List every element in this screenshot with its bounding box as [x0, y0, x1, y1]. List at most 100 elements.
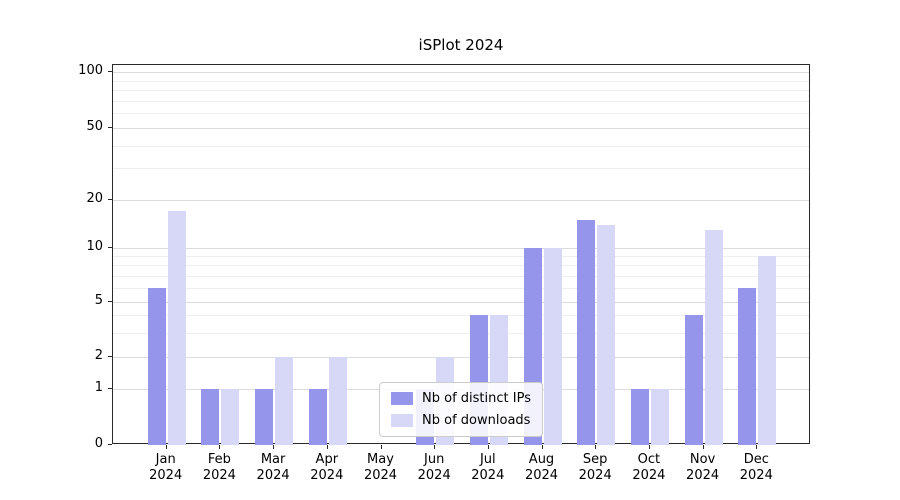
x-tick-mark-feb — [219, 445, 221, 449]
x-tick-month: Jan — [155, 452, 176, 467]
y-tick-mark-5 — [108, 301, 112, 302]
gridline-minor-90 — [113, 80, 809, 82]
x-tick-year: 2024 — [524, 468, 559, 483]
x-tick-mark-oct — [648, 445, 650, 449]
x-tick-mark-may — [380, 445, 382, 449]
x-tick-mark-dec — [756, 445, 758, 449]
x-tick-label-jul: Jul 2024 — [456, 452, 520, 484]
gridline-major-100 — [113, 72, 809, 73]
bar-distinct-ips-apr — [308, 389, 327, 445]
y-tick-label-50: 50 — [86, 119, 103, 134]
y-tick-label-5: 5 — [94, 293, 103, 308]
bar-downloads-sep — [597, 224, 616, 445]
x-tick-mark-aug — [541, 445, 543, 449]
x-tick-year: 2024 — [202, 468, 236, 483]
bar-downloads-dec — [758, 256, 777, 445]
bar-distinct-ips-oct — [630, 389, 649, 445]
gridline-minor-3 — [113, 332, 809, 334]
gridline-minor-4 — [113, 315, 809, 317]
x-tick-month: Dec — [743, 452, 769, 467]
x-tick-mark-mar — [273, 445, 275, 449]
gridline-minor-70 — [113, 100, 809, 102]
gridline-minor-8 — [113, 265, 809, 267]
x-tick-year: 2024 — [256, 468, 290, 483]
x-tick-year: 2024 — [417, 468, 451, 483]
x-tick-mark-jun — [434, 445, 436, 449]
chart-title: iSPlot 2024 — [418, 36, 504, 54]
x-tick-month: Jun — [424, 452, 445, 467]
gridline-minor-30 — [113, 168, 809, 170]
x-tick-label-jan: Jan 2024 — [134, 452, 198, 484]
bar-distinct-ips-mar — [255, 389, 274, 445]
x-tick-month: Nov — [689, 452, 716, 467]
bar-downloads-oct — [650, 389, 669, 445]
y-tick-label-2: 2 — [94, 348, 103, 363]
x-tick-label-aug: Aug 2024 — [510, 452, 574, 484]
x-tick-year: 2024 — [632, 468, 666, 483]
x-tick-month: Aug — [528, 452, 555, 467]
bar-downloads-apr — [328, 357, 347, 445]
plot-area: Nb of distinct IPs Nb of downloads — [112, 64, 810, 445]
y-tick-label-100: 100 — [78, 63, 103, 78]
gridline-major-5 — [113, 302, 809, 303]
bar-distinct-ips-jan — [147, 287, 166, 445]
x-tick-year: 2024 — [686, 468, 720, 483]
x-tick-label-apr: Apr 2024 — [295, 452, 359, 484]
gridline-minor-9 — [113, 256, 809, 258]
legend-swatch-distinct-ips — [391, 392, 414, 405]
gridline-minor-60 — [113, 113, 809, 115]
x-tick-mark-nov — [702, 445, 704, 449]
gridline-major-10 — [113, 248, 809, 249]
y-tick-label-1: 1 — [94, 380, 103, 395]
y-tick-mark-1 — [108, 388, 112, 389]
gridline-major-2 — [113, 357, 809, 358]
bar-distinct-ips-sep — [577, 219, 596, 445]
legend-swatch-downloads — [391, 414, 414, 427]
x-tick-mark-sep — [595, 445, 597, 449]
x-tick-month: May — [367, 452, 394, 467]
x-tick-label-nov: Nov 2024 — [671, 452, 735, 484]
bar-downloads-jan — [167, 211, 186, 445]
y-tick-label-20: 20 — [86, 191, 103, 206]
x-tick-year: 2024 — [149, 468, 183, 483]
legend-item-distinct-ips: Nb of distinct IPs — [391, 391, 531, 406]
x-tick-label-feb: Feb 2024 — [187, 452, 251, 484]
x-tick-month: Jul — [479, 452, 496, 467]
bar-distinct-ips-feb — [201, 389, 220, 445]
legend-label-distinct-ips: Nb of distinct IPs — [422, 391, 531, 406]
y-tick-mark-50 — [108, 127, 112, 128]
x-tick-year: 2024 — [363, 468, 398, 483]
x-tick-month: Oct — [637, 452, 661, 467]
gridline-minor-80 — [113, 90, 809, 91]
x-tick-mark-jul — [487, 445, 489, 449]
x-tick-month: Mar — [260, 452, 286, 467]
y-tick-label-10: 10 — [86, 239, 103, 254]
x-tick-month: Sep — [582, 452, 608, 467]
x-tick-label-oct: Oct 2024 — [617, 452, 681, 484]
gridline-minor-7 — [113, 275, 809, 277]
bar-distinct-ips-nov — [684, 315, 703, 445]
y-tick-mark-2 — [108, 356, 112, 357]
gridline-minor-40 — [113, 145, 809, 147]
x-tick-label-mar: Mar 2024 — [241, 452, 305, 484]
y-tick-mark-20 — [108, 199, 112, 200]
x-tick-year: 2024 — [739, 468, 773, 483]
legend: Nb of distinct IPs Nb of downloads — [379, 382, 543, 437]
y-tick-mark-100 — [108, 71, 112, 72]
x-tick-mark-jan — [165, 445, 167, 449]
y-tick-mark-0 — [108, 444, 112, 445]
x-tick-label-sep: Sep 2024 — [563, 452, 627, 484]
x-tick-label-jun: Jun 2024 — [402, 452, 466, 484]
x-tick-month: Feb — [207, 452, 231, 467]
bar-downloads-aug — [543, 248, 562, 445]
x-tick-year: 2024 — [310, 468, 344, 483]
x-tick-year: 2024 — [578, 468, 612, 483]
gridline-major-20 — [113, 200, 809, 201]
gridline-major-50 — [113, 128, 809, 129]
y-tick-mark-10 — [108, 247, 112, 248]
bar-downloads-feb — [221, 389, 240, 445]
legend-label-downloads: Nb of downloads — [422, 413, 531, 428]
x-tick-month: Apr — [315, 452, 339, 467]
legend-item-downloads: Nb of downloads — [391, 413, 531, 428]
